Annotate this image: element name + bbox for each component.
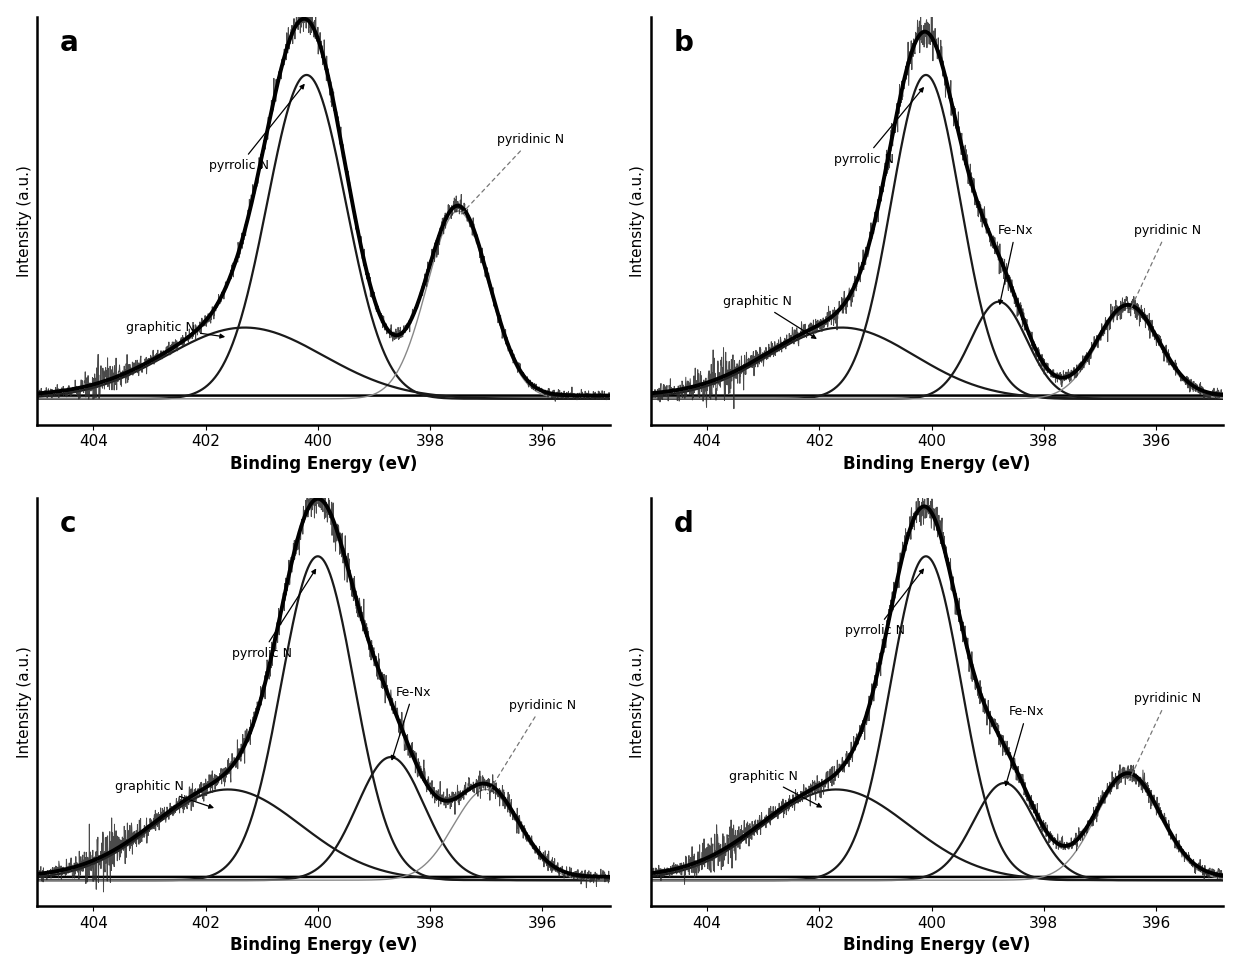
Text: Fe-Nx: Fe-Nx: [1004, 705, 1044, 786]
X-axis label: Binding Energy (eV): Binding Energy (eV): [843, 936, 1030, 954]
Text: pyridinic N: pyridinic N: [460, 133, 564, 216]
Text: pyrrolic N: pyrrolic N: [232, 570, 315, 660]
Text: a: a: [60, 29, 79, 57]
Y-axis label: Intensity (a.u.): Intensity (a.u.): [16, 646, 32, 758]
Text: pyridinic N: pyridinic N: [1130, 224, 1200, 312]
Text: Fe-Nx: Fe-Nx: [392, 686, 432, 759]
Text: graphitic N: graphitic N: [729, 770, 821, 807]
Text: b: b: [673, 29, 693, 57]
Y-axis label: Intensity (a.u.): Intensity (a.u.): [16, 165, 32, 277]
X-axis label: Binding Energy (eV): Binding Energy (eV): [229, 455, 417, 473]
Text: graphitic N: graphitic N: [723, 295, 816, 338]
Text: pyrrolic N: pyrrolic N: [210, 84, 304, 172]
Text: c: c: [60, 510, 77, 538]
Text: graphitic N: graphitic N: [115, 780, 213, 808]
Text: pyrrolic N: pyrrolic N: [846, 569, 924, 637]
Text: d: d: [673, 510, 693, 538]
X-axis label: Binding Energy (eV): Binding Energy (eV): [229, 936, 417, 954]
Y-axis label: Intensity (a.u.): Intensity (a.u.): [630, 165, 645, 277]
X-axis label: Binding Energy (eV): Binding Energy (eV): [843, 455, 1030, 473]
Text: graphitic N: graphitic N: [126, 321, 224, 338]
Text: pyridinic N: pyridinic N: [1130, 692, 1200, 781]
Text: Fe-Nx: Fe-Nx: [998, 224, 1033, 304]
Text: pyridinic N: pyridinic N: [487, 699, 575, 793]
Y-axis label: Intensity (a.u.): Intensity (a.u.): [630, 646, 645, 758]
Text: pyrrolic N: pyrrolic N: [835, 88, 924, 166]
